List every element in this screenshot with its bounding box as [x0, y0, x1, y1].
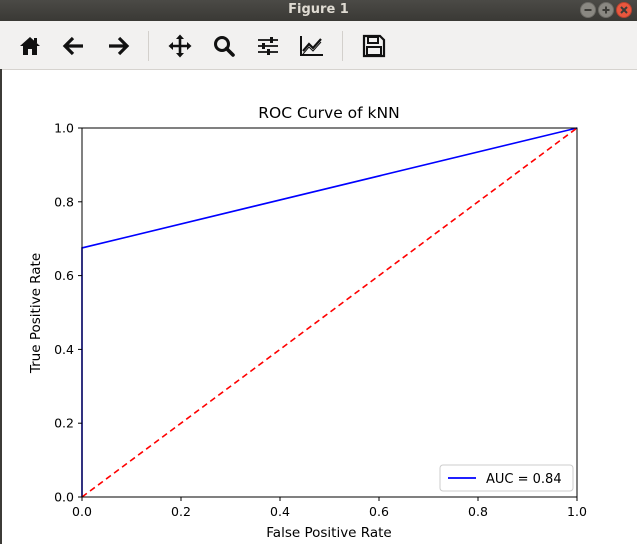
figure-canvas[interactable]: ROC Curve of kNN 0.0 0.2 0.4 0.6 0.8 1.0 0.0 0.… [2, 70, 637, 544]
back-arrow-icon [62, 36, 83, 56]
y-tick-label: 0.2 [54, 416, 74, 431]
x-axis-label: False Positive Rate [266, 525, 391, 541]
configure-subplots-icon [258, 37, 278, 55]
x-tick-label: 0.0 [72, 504, 92, 519]
window-titlebar: Figure 1 [0, 0, 637, 21]
y-axis-label: True Positive Rate [28, 253, 44, 374]
maximize-button[interactable] [598, 2, 614, 18]
x-tick-label: 0.8 [468, 504, 488, 519]
legend-box [439, 464, 574, 492]
zoom-button[interactable] [211, 33, 237, 59]
plot-frame [81, 127, 578, 498]
home-button[interactable] [17, 33, 43, 59]
save-button[interactable] [361, 33, 387, 59]
back-button[interactable] [61, 33, 87, 59]
y-tick-label: 0.0 [54, 490, 74, 505]
y-tick-label: 0.4 [54, 342, 74, 357]
chart-title: ROC Curve of kNN [258, 104, 399, 122]
forward-arrow-icon [109, 36, 130, 56]
y-tick-label: 1.0 [54, 121, 74, 136]
edit-axis-icon [300, 36, 323, 56]
x-tick-label: 1.0 [567, 504, 587, 519]
minimize-icon [584, 9, 592, 11]
roc-chart: ROC Curve of kNN 0.0 0.2 0.4 0.6 0.8 1.0 0.0 0.… [28, 104, 587, 541]
x-tick-label: 0.4 [270, 504, 290, 519]
toolbar-separator [148, 31, 149, 61]
window-title: Figure 1 [288, 2, 349, 17]
window-edge [0, 69, 2, 544]
legend-label: AUC = 0.84 [486, 472, 562, 487]
maximize-icon [602, 6, 610, 14]
edit-axis-button[interactable] [299, 33, 325, 59]
configure-subplots-button[interactable] [255, 33, 281, 59]
toolbar-separator [342, 31, 343, 61]
minimize-button[interactable] [580, 2, 596, 18]
forward-button[interactable] [105, 33, 131, 59]
pan-button[interactable] [167, 33, 193, 59]
navigation-toolbar [0, 21, 637, 70]
close-button[interactable] [616, 2, 632, 18]
y-tick-label: 0.6 [54, 268, 74, 283]
x-tick-label: 0.6 [369, 504, 389, 519]
close-icon [620, 6, 628, 14]
x-tick-label: 0.2 [171, 504, 191, 519]
save-icon [362, 34, 386, 58]
series-line-1 [81, 127, 578, 498]
y-tick-label: 0.8 [54, 194, 74, 209]
pan-icon [168, 34, 192, 58]
zoom-icon [214, 36, 235, 57]
home-icon [20, 37, 40, 55]
